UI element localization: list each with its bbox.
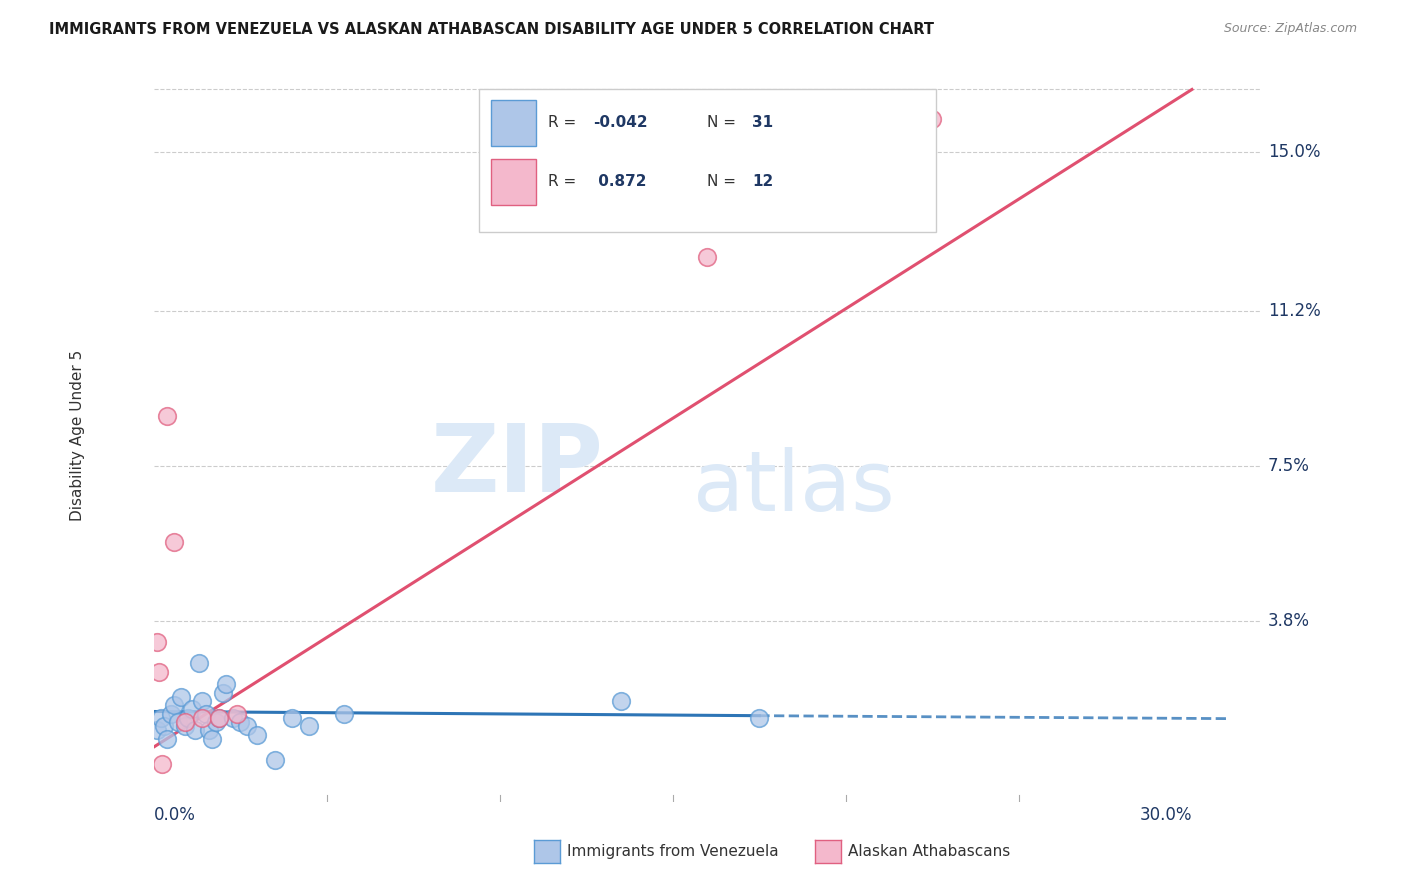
Point (150, 756, 173, 771)
Text: 7.5%: 7.5% (1268, 458, 1310, 475)
Text: Alaskan Athabascans: Alaskan Athabascans (848, 845, 1010, 859)
Point (156, 409, 179, 424)
Text: 30.0%: 30.0% (1139, 805, 1192, 823)
Point (921, 112, 943, 126)
Point (281, 711, 304, 725)
Point (215, 677, 238, 691)
Text: 11.2%: 11.2% (1268, 302, 1320, 320)
Point (191, 711, 214, 725)
Text: -0.042: -0.042 (593, 115, 648, 130)
Point (184, 723, 207, 738)
FancyBboxPatch shape (491, 100, 536, 146)
Point (236, 719, 259, 733)
Point (212, 686, 235, 700)
Text: 0.872: 0.872 (593, 174, 647, 189)
Point (208, 711, 231, 725)
Point (222, 711, 245, 725)
Point (198, 723, 221, 738)
Point (333, 706, 356, 721)
Point (246, 727, 269, 741)
Point (163, 698, 186, 713)
Point (696, 250, 718, 264)
Point (146, 723, 169, 738)
Text: 3.8%: 3.8% (1268, 613, 1310, 631)
Point (205, 714, 228, 729)
Text: IMMIGRANTS FROM VENEZUELA VS ALASKAN ATHABASCAN DISABILITY AGE UNDER 5 CORRELATI: IMMIGRANTS FROM VENEZUELA VS ALASKAN ATH… (49, 22, 934, 37)
Point (146, 635, 169, 649)
Point (229, 714, 252, 729)
Point (148, 665, 170, 679)
Point (187, 657, 209, 671)
Text: Immigrants from Venezuela: Immigrants from Venezuela (567, 845, 779, 859)
Point (149, 711, 172, 725)
Text: Source: ZipAtlas.com: Source: ZipAtlas.com (1223, 22, 1357, 36)
Text: Disability Age Under 5: Disability Age Under 5 (70, 350, 84, 521)
Point (201, 731, 224, 746)
Text: 15.0%: 15.0% (1268, 144, 1320, 161)
Text: N =: N = (707, 115, 741, 130)
Point (610, 694, 633, 708)
Point (160, 706, 183, 721)
Point (170, 690, 193, 704)
Point (167, 714, 190, 729)
FancyBboxPatch shape (491, 159, 536, 204)
Text: ZIP: ZIP (430, 420, 603, 512)
Point (173, 714, 195, 729)
Text: atlas: atlas (693, 447, 894, 528)
Point (163, 534, 186, 549)
Point (191, 694, 214, 708)
Point (180, 702, 202, 716)
Point (263, 753, 285, 767)
Point (194, 706, 217, 721)
Point (208, 711, 231, 725)
Point (225, 706, 247, 721)
Text: 0.0%: 0.0% (153, 805, 195, 823)
Point (153, 719, 176, 733)
Text: 31: 31 (752, 115, 773, 130)
Text: N =: N = (707, 174, 741, 189)
Point (177, 711, 200, 725)
Point (156, 731, 179, 746)
Point (298, 719, 321, 733)
Text: R =: R = (548, 174, 581, 189)
Point (173, 719, 195, 733)
Point (748, 711, 770, 725)
Text: 12: 12 (752, 174, 773, 189)
Point (540, 195, 562, 210)
FancyBboxPatch shape (479, 89, 936, 232)
Text: R =: R = (548, 115, 581, 130)
